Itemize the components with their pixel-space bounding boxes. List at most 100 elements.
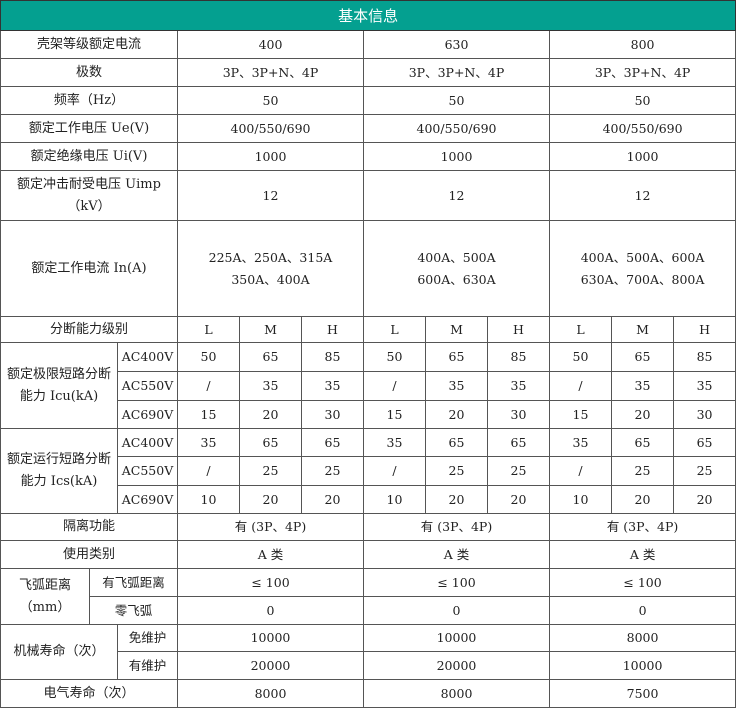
table-row: 极数 3P、3P+N、4P 3P、3P+N、4P 3P、3P+N、4P xyxy=(0,58,737,87)
insulation-voltage-ui-value: 1000 xyxy=(177,142,364,171)
ics-voltage: AC690V xyxy=(117,485,178,514)
icu-value: 50 xyxy=(549,342,612,372)
ics-value: 20 xyxy=(487,485,550,514)
mechanical-life-value: 10000 xyxy=(548,651,737,680)
icu-value: 15 xyxy=(177,400,240,429)
table-row: AC550V/35 35/35 35/35 35 xyxy=(1,371,737,401)
table-row: 额定冲击耐受电压 Uimp（kV） 12 12 12 xyxy=(0,170,737,221)
icu-voltage: AC550V xyxy=(117,371,178,401)
poles-value: 3P、3P+N、4P xyxy=(548,58,737,87)
breaking-class-level: L xyxy=(177,316,240,343)
table-row: 壳架等级额定电流 400 630 800 xyxy=(0,30,737,59)
ics-value: 65 xyxy=(301,428,364,457)
arc-distance-value: 0 xyxy=(177,596,364,625)
icu-value: 35 xyxy=(487,371,550,401)
arc-distance-value: ≤ 100 xyxy=(548,568,737,597)
table-row: 飞弧距离（mm） 有飞弧距离 ≤ 100 ≤ 100 ≤ 100 xyxy=(0,568,737,625)
table-row: 频率（Hz） 50 50 50 xyxy=(0,86,737,115)
arc-distance-value: ≤ 100 xyxy=(177,568,364,597)
electrical-life-value: 8000 xyxy=(363,679,550,708)
ics-value: 20 xyxy=(425,485,488,514)
icu-value: 50 xyxy=(363,342,426,372)
ics-value: 25 xyxy=(301,456,364,486)
ics-value: 25 xyxy=(611,456,674,486)
rated-voltage-ue-value: 400/550/690 xyxy=(548,114,737,143)
arc-distance-sub: 有飞弧距离 xyxy=(89,568,178,597)
ics-value: / xyxy=(177,456,240,486)
icu-value: / xyxy=(363,371,426,401)
utilization-category-value: A 类 xyxy=(548,540,737,569)
rated-current-in-label: 额定工作电流 In(A) xyxy=(0,220,178,317)
table-row: 额定工作电流 In(A) 225A、250A、315A 350A、400A 400A、… xyxy=(0,220,737,317)
mechanical-life-value: 10000 xyxy=(177,624,364,652)
mechanical-life-value: 10000 xyxy=(363,624,550,652)
table-row: 电气寿命（次） 8000 8000 7500 xyxy=(0,679,737,708)
icu-value: / xyxy=(177,371,240,401)
electrical-life-value: 8000 xyxy=(177,679,364,708)
mechanical-life-label: 机械寿命（次） xyxy=(0,624,118,680)
frequency-value: 50 xyxy=(177,86,364,115)
poles-value: 3P、3P+N、4P xyxy=(177,58,364,87)
ics-value: 10 xyxy=(549,485,612,514)
icu-value: 35 xyxy=(672,371,737,401)
icu-voltage: AC690V xyxy=(117,400,178,429)
mechanical-life-sub: 有维护 xyxy=(117,651,178,680)
ics-value: 65 xyxy=(425,428,488,457)
utilization-category-value: A 类 xyxy=(363,540,550,569)
mechanical-life-value: 20000 xyxy=(177,651,364,680)
ics-value: 65 xyxy=(239,428,302,457)
icu-value: 15 xyxy=(549,400,612,429)
icu-value: / xyxy=(549,371,612,401)
breaking-class-level: L xyxy=(363,316,426,343)
table-row: 分断能力级别 L M H L M H L M H xyxy=(0,316,737,343)
utilization-category-value: A 类 xyxy=(177,540,364,569)
ics-value: 10 xyxy=(177,485,240,514)
rated-voltage-ue-label: 额定工作电压 Ue(V) xyxy=(0,114,178,143)
icu-value: 20 xyxy=(611,400,674,429)
ics-value: 25 xyxy=(239,456,302,486)
mechanical-life-sub: 免维护 xyxy=(117,624,178,652)
icu-label: 额定极限短路分断能力 Icu(kA) xyxy=(0,342,118,429)
electrical-life-label: 电气寿命（次） xyxy=(0,679,178,708)
impulse-voltage-uimp-value: 12 xyxy=(548,170,737,221)
poles-value: 3P、3P+N、4P xyxy=(363,58,550,87)
table-row: 额定运行短路分断能力 Ics(kA) AC400V 35 65 65 35 65 65 35 65… xyxy=(0,428,737,514)
ics-value: 20 xyxy=(611,485,674,514)
frequency-label: 频率（Hz） xyxy=(0,86,178,115)
ics-voltage: AC550V xyxy=(117,456,178,486)
table-row: 隔离功能有 (3P、4P) 有 (3P、4P) 有 (3P、4P) xyxy=(0,513,737,541)
icu-value: 35 xyxy=(425,371,488,401)
electrical-life-value: 7500 xyxy=(548,679,737,708)
insulation-voltage-ui-value: 1000 xyxy=(363,142,550,171)
ics-value: 35 xyxy=(177,428,240,457)
icu-value: 15 xyxy=(363,400,426,429)
ics-value: 65 xyxy=(672,428,737,457)
insulation-voltage-ui-value: 1000 xyxy=(548,142,737,171)
ics-value: 65 xyxy=(487,428,550,457)
ics-label: 额定运行短路分断能力 Ics(kA) xyxy=(0,428,118,514)
ics-value: 35 xyxy=(363,428,426,457)
arc-distance-value: 0 xyxy=(363,596,550,625)
ics-value: 25 xyxy=(672,456,737,486)
icu-value: 35 xyxy=(611,371,674,401)
insulation-voltage-ui-label: 额定绝缘电压 Ui(V) xyxy=(0,142,178,171)
table-row: 额定绝缘电压 Ui(V) 1000 1000 1000 xyxy=(0,142,737,171)
ics-value: / xyxy=(549,456,612,486)
icu-value: 30 xyxy=(487,400,550,429)
icu-value: 65 xyxy=(611,342,674,372)
breaking-class-level: M xyxy=(239,316,302,343)
frame-current-value: 400 xyxy=(177,30,364,59)
ics-value: / xyxy=(363,456,426,486)
arc-distance-value: 0 xyxy=(548,596,737,625)
icu-value: 85 xyxy=(301,342,364,372)
frame-current-value: 800 xyxy=(548,30,737,59)
poles-label: 极数 xyxy=(0,58,178,87)
mechanical-life-value: 8000 xyxy=(548,624,737,652)
icu-value: 30 xyxy=(301,400,364,429)
icu-value: 30 xyxy=(672,400,737,429)
impulse-voltage-uimp-label: 额定冲击耐受电压 Uimp（kV） xyxy=(0,170,178,221)
breaking-class-level: H xyxy=(487,316,550,343)
table-row: 额定极限短路分断能力 Icu(kA) AC400V 50 65 85 50 65 85 50 65… xyxy=(0,342,737,429)
